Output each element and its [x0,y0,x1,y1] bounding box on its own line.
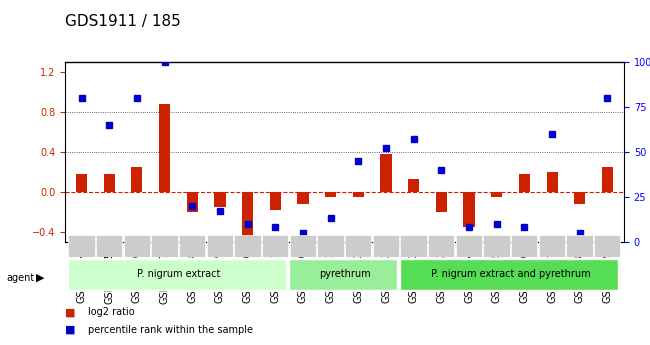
FancyBboxPatch shape [96,235,122,257]
Text: ▶: ▶ [36,273,44,283]
FancyBboxPatch shape [539,235,565,257]
FancyBboxPatch shape [179,235,205,257]
Bar [408,179,419,192]
Bar [436,192,447,211]
FancyBboxPatch shape [566,235,593,257]
FancyBboxPatch shape [484,235,510,257]
FancyBboxPatch shape [124,235,150,257]
FancyBboxPatch shape [289,259,397,290]
Bar [187,192,198,211]
FancyBboxPatch shape [207,235,233,257]
FancyBboxPatch shape [68,235,95,257]
FancyBboxPatch shape [317,235,344,257]
Text: ■: ■ [65,325,75,335]
Bar [463,192,474,227]
FancyBboxPatch shape [428,235,454,257]
FancyBboxPatch shape [262,235,289,257]
Bar [242,192,254,237]
FancyBboxPatch shape [372,235,399,257]
Bar [104,174,115,192]
FancyBboxPatch shape [235,235,261,257]
Bar [602,167,613,192]
Bar [353,192,364,197]
Text: ■: ■ [65,307,75,317]
Bar [159,104,170,192]
FancyBboxPatch shape [511,235,538,257]
Bar [380,154,391,192]
Bar [547,172,558,192]
Bar [76,174,87,192]
FancyBboxPatch shape [345,235,371,257]
Bar [270,192,281,210]
Text: percentile rank within the sample: percentile rank within the sample [88,325,253,335]
FancyBboxPatch shape [400,235,426,257]
Bar [519,174,530,192]
FancyBboxPatch shape [456,235,482,257]
Bar [574,192,585,204]
Text: P. nigrum extract: P. nigrum extract [136,269,220,279]
Bar [298,192,309,204]
Text: GDS1911 / 185: GDS1911 / 185 [65,14,181,29]
Text: agent: agent [6,273,34,283]
Text: pyrethrum: pyrethrum [318,269,370,279]
FancyBboxPatch shape [400,259,618,290]
FancyBboxPatch shape [290,235,316,257]
Bar [131,167,142,192]
Bar [214,192,226,207]
Bar [325,192,336,197]
Bar [491,192,502,197]
Text: log2 ratio: log2 ratio [88,307,135,317]
Text: P. nigrum extract and pyrethrum: P. nigrum extract and pyrethrum [431,269,590,279]
FancyBboxPatch shape [151,235,177,257]
FancyBboxPatch shape [68,259,287,290]
FancyBboxPatch shape [594,235,620,257]
